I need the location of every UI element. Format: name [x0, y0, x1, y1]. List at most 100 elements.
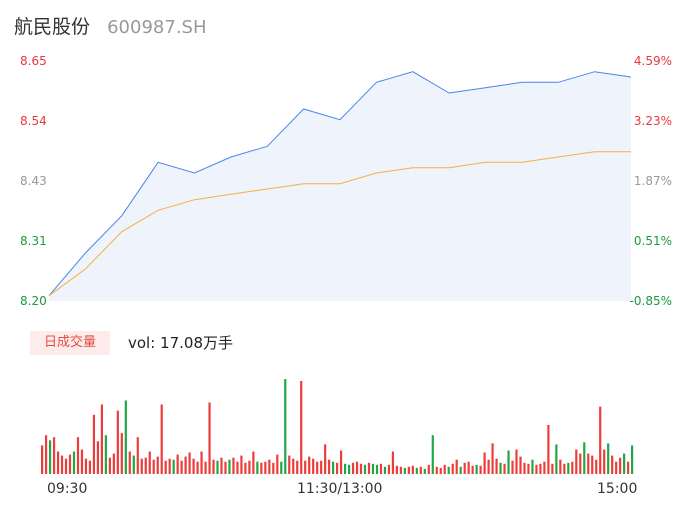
volume-bar: [288, 455, 291, 474]
volume-bar: [363, 464, 367, 474]
volume-bar: [128, 451, 131, 474]
volume-bar: [64, 458, 68, 474]
volume-bar: [555, 444, 558, 474]
volume-bar: [280, 461, 283, 474]
volume-bar: [152, 459, 155, 474]
volume-bar: [76, 437, 80, 474]
volume-bar: [579, 453, 582, 474]
volume-bar: [296, 460, 299, 474]
volume-bar: [427, 464, 430, 474]
price-tick-label: 8.54: [20, 114, 47, 128]
volume-bar: [160, 404, 163, 474]
volume-bar: [475, 464, 478, 474]
volume-bar: [72, 451, 76, 474]
volume-bar: [204, 461, 207, 474]
volume-bar: [459, 466, 462, 474]
volume-bar: [435, 466, 438, 474]
volume-bar: [559, 459, 562, 474]
volume-bar: [359, 463, 363, 474]
volume-bar: [260, 462, 263, 474]
volume-bar: [551, 463, 554, 474]
price-line: [48, 71, 632, 297]
volume-bar: [447, 466, 450, 474]
volume-bar: [371, 463, 375, 474]
volume-bar: [631, 445, 634, 474]
volume-bar: [563, 463, 566, 474]
volume-bar: [208, 402, 211, 474]
volume-bar: [224, 461, 227, 474]
volume-bar: [140, 458, 143, 474]
volume-bar: [483, 452, 486, 474]
percent-tick-label: 3.23%: [633, 114, 672, 128]
volume-bar: [571, 461, 574, 474]
volume-bar: [328, 459, 331, 474]
volume-bar: [611, 455, 614, 474]
volume-bar: [68, 454, 72, 474]
time-label-end: 15:00: [597, 481, 638, 497]
volume-bar: [583, 442, 586, 474]
volume-bar: [124, 400, 127, 474]
price-tick-label: 8.43: [20, 174, 47, 188]
volume-bar: [316, 461, 319, 474]
volume-bar: [156, 456, 159, 474]
volume-bar: [407, 466, 410, 474]
volume-bar: [423, 468, 426, 474]
volume-bar: [383, 466, 387, 474]
volume-bar: [248, 460, 251, 474]
volume-bar: [268, 459, 271, 474]
price-tick-label: 8.20: [20, 294, 47, 308]
volume-bar: [503, 463, 506, 474]
volume-bar: [399, 466, 402, 474]
chart-header: 航民股份 600987.SH: [14, 12, 207, 40]
price-tick-label: 8.31: [20, 234, 47, 248]
volume-bar: [455, 459, 458, 474]
volume-bar: [355, 461, 359, 474]
volume-total: vol: 17.08万手: [128, 334, 233, 352]
volume-bar: [519, 456, 522, 474]
volume-bar: [623, 453, 626, 474]
volume-bar: [395, 465, 398, 474]
volume-bar: [387, 464, 391, 474]
volume-bar: [347, 464, 351, 474]
volume-bar: [451, 463, 454, 474]
volume-bar: [188, 452, 191, 474]
volume-bar: [439, 467, 442, 474]
volume-badge[interactable]: 日成交量: [30, 331, 110, 355]
volume-bar: [44, 435, 48, 474]
volume-bar: [367, 462, 371, 474]
time-label-mid: 11:30/13:00: [297, 481, 383, 497]
volume-bar: [48, 440, 52, 474]
percent-tick-label: 0.51%: [633, 234, 672, 248]
volume-bar: [104, 435, 107, 474]
volume-bar: [391, 451, 395, 474]
stock-code: 600987.SH: [107, 17, 207, 38]
volume-bar: [196, 461, 199, 474]
price-tick-label: 8.65: [20, 54, 47, 68]
volume-bar: [120, 433, 123, 474]
volume-bar: [320, 460, 323, 474]
volume-bar: [431, 435, 434, 474]
volume-bar: [256, 461, 259, 474]
volume-bar: [148, 451, 151, 474]
volume-bar: [547, 425, 550, 474]
volume-bar: [523, 462, 526, 474]
volume-bar: [375, 464, 379, 474]
volume-bar: [324, 444, 327, 474]
volume-bar: [41, 445, 44, 474]
volume-bar: [531, 459, 534, 474]
volume-bar: [591, 455, 594, 474]
percent-tick-label: 4.59%: [633, 54, 672, 68]
volume-bar: [212, 459, 215, 474]
volume-bar: [471, 465, 474, 474]
volume-bar: [339, 450, 343, 474]
percent-tick-label: -0.85%: [629, 294, 672, 308]
volume-bar: [411, 465, 414, 474]
time-label-start: 09:30: [47, 481, 88, 497]
volume-bar: [467, 461, 470, 474]
volume-bar: [619, 457, 622, 474]
volume-bar: [252, 451, 255, 474]
volume-bar: [499, 462, 502, 474]
volume-bar: [116, 410, 119, 474]
volume-bar: [136, 437, 139, 474]
volume-bar: [292, 458, 295, 474]
